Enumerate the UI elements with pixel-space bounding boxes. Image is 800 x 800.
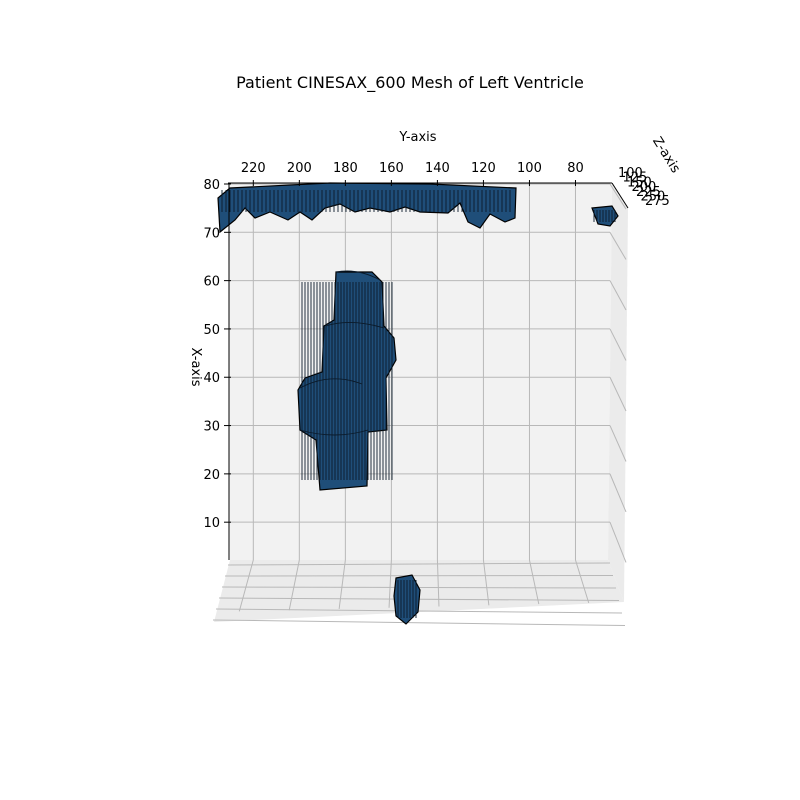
y-tick-label: 200 — [287, 161, 312, 176]
mesh-top-right-fragment — [591, 205, 619, 227]
mesh-central-column — [297, 270, 397, 491]
z-tick-label: 100 — [618, 166, 643, 181]
right-pane — [608, 183, 628, 602]
floor-depth-gridline — [215, 608, 623, 614]
z-tick-label: 225 — [636, 185, 661, 200]
floor-depth-gridline — [227, 562, 611, 566]
x-tick-label: 30 — [203, 420, 220, 435]
floor-depth-gridline — [212, 619, 626, 626]
mesh-top-rim — [217, 182, 517, 234]
floor-gridline — [388, 559, 392, 608]
y-tick-label: 140 — [425, 161, 450, 176]
z-axis-label: Z-axis — [649, 134, 683, 176]
x-tick-label: 60 — [203, 275, 220, 290]
floor-depth-gridline — [224, 575, 614, 577]
side-gridline — [609, 521, 627, 563]
x-tick-label: 80 — [203, 178, 220, 193]
mesh-surfaces — [217, 182, 619, 625]
x-axis-label: X-axis — [188, 348, 203, 387]
floor-gridline — [528, 559, 540, 605]
y-tick-label: 160 — [379, 161, 404, 176]
chart-title: Patient CINESAX_600 Mesh of Left Ventric… — [236, 73, 584, 93]
y-tick-label: 100 — [517, 161, 542, 176]
x-tick-label: 50 — [203, 323, 220, 338]
z-tick-label: 250 — [641, 190, 666, 205]
y-tick-label: 120 — [471, 161, 496, 176]
side-gridline — [609, 232, 627, 260]
chart-axes — [228, 182, 629, 560]
x-tick-label: 20 — [203, 468, 220, 483]
side-gridline — [609, 425, 627, 462]
z-axis-line — [611, 182, 629, 209]
chart-panes — [214, 183, 628, 622]
side-gridline — [609, 377, 627, 412]
x-tick-label: 10 — [203, 516, 220, 531]
y-tick-label: 80 — [567, 161, 584, 176]
y-axis-label: Y-axis — [398, 130, 436, 145]
y-tick-label: 180 — [333, 161, 358, 176]
side-gridline — [609, 280, 627, 311]
z-tick-label: 275 — [645, 194, 670, 209]
floor-gridline — [436, 559, 440, 607]
back-pane — [228, 183, 612, 560]
z-tick-label: 200 — [632, 180, 657, 195]
mesh-top-rim-surface — [217, 182, 517, 234]
floor-gridline — [482, 559, 490, 606]
x-tick-label: 40 — [203, 371, 220, 386]
side-gridline — [609, 473, 627, 513]
floor-gridline — [575, 559, 590, 604]
mesh-bottom-fragment — [393, 574, 421, 625]
side-gridline — [609, 183, 627, 210]
mesh-central-column-contour — [299, 270, 385, 436]
floor-gridline — [338, 559, 346, 610]
z-tick-label: 150 — [627, 175, 652, 190]
chart-ticks: 10 20 30 40 50 60 70 80 220 200 180 160 140 120 100 80 1… — [203, 161, 669, 531]
side-gridline — [609, 328, 627, 361]
floor-gridline — [288, 559, 300, 611]
floor-gridline — [238, 559, 254, 612]
x-tick-label: 70 — [203, 226, 220, 241]
y-tick-label: 220 — [241, 161, 266, 176]
z-tick-label: 125 — [623, 171, 648, 186]
